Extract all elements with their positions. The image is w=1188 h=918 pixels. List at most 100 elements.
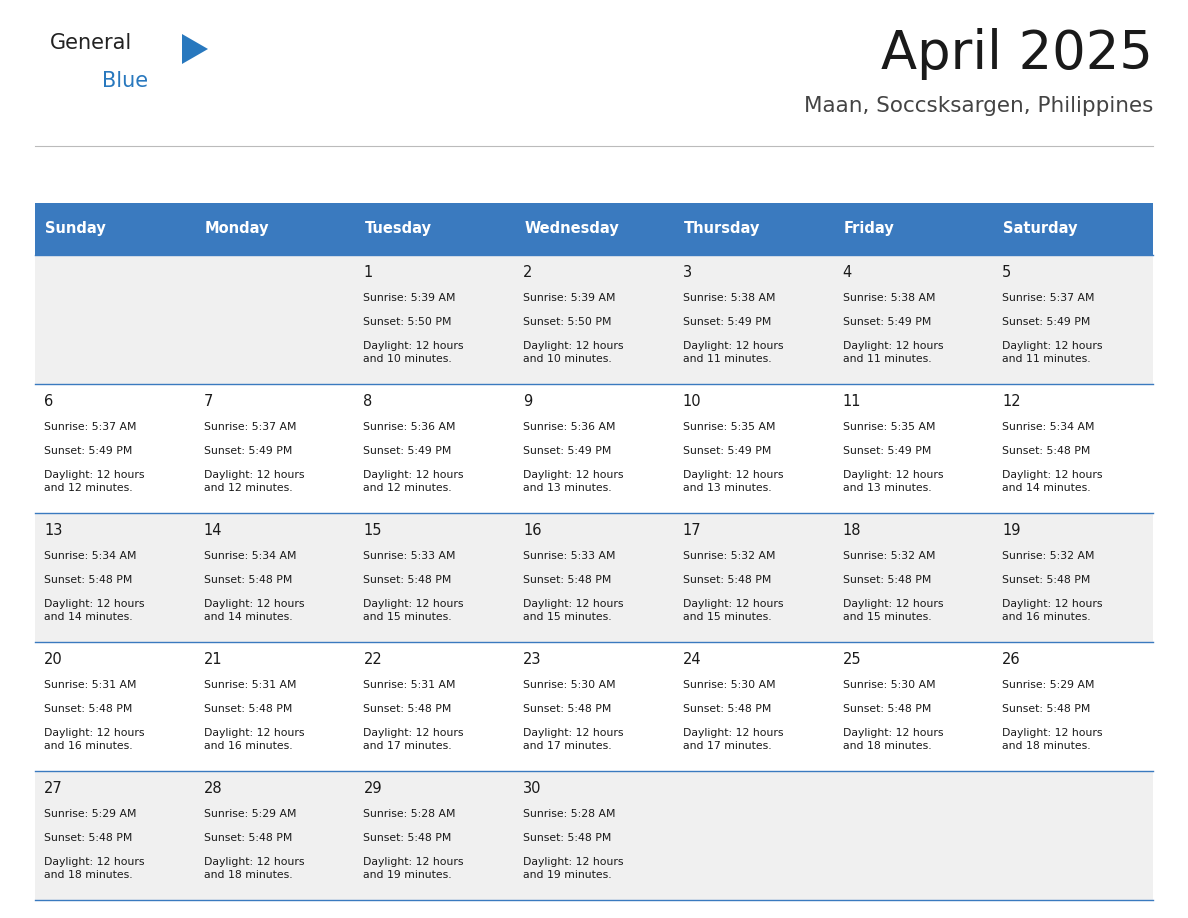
Text: Sunset: 5:49 PM: Sunset: 5:49 PM xyxy=(203,446,292,456)
Bar xyxy=(514,203,674,255)
Text: 4: 4 xyxy=(842,265,852,280)
Text: 21: 21 xyxy=(203,652,222,667)
Bar xyxy=(34,384,1154,513)
Text: 28: 28 xyxy=(203,781,222,796)
Text: Daylight: 12 hours
and 12 minutes.: Daylight: 12 hours and 12 minutes. xyxy=(44,470,145,493)
Bar xyxy=(834,203,993,255)
Text: 6: 6 xyxy=(44,394,53,409)
Text: Sunset: 5:48 PM: Sunset: 5:48 PM xyxy=(842,575,931,585)
Text: Sunrise: 5:31 AM: Sunrise: 5:31 AM xyxy=(44,680,137,690)
Text: Daylight: 12 hours
and 14 minutes.: Daylight: 12 hours and 14 minutes. xyxy=(44,599,145,621)
Text: 29: 29 xyxy=(364,781,383,796)
Bar xyxy=(34,771,1154,900)
Text: Daylight: 12 hours
and 14 minutes.: Daylight: 12 hours and 14 minutes. xyxy=(1003,470,1102,493)
Text: Daylight: 12 hours
and 18 minutes.: Daylight: 12 hours and 18 minutes. xyxy=(1003,728,1102,751)
Bar xyxy=(993,203,1154,255)
Text: Friday: Friday xyxy=(843,221,895,237)
Text: Daylight: 12 hours
and 12 minutes.: Daylight: 12 hours and 12 minutes. xyxy=(364,470,465,493)
Text: Sunrise: 5:32 AM: Sunrise: 5:32 AM xyxy=(1003,551,1095,561)
Text: 26: 26 xyxy=(1003,652,1020,667)
Text: Sunset: 5:48 PM: Sunset: 5:48 PM xyxy=(44,833,132,843)
Text: 5: 5 xyxy=(1003,265,1011,280)
Text: Sunrise: 5:35 AM: Sunrise: 5:35 AM xyxy=(842,422,935,432)
Text: Sunset: 5:48 PM: Sunset: 5:48 PM xyxy=(683,575,771,585)
Text: Sunset: 5:50 PM: Sunset: 5:50 PM xyxy=(523,317,612,327)
Text: Sunrise: 5:35 AM: Sunrise: 5:35 AM xyxy=(683,422,776,432)
Text: Sunset: 5:49 PM: Sunset: 5:49 PM xyxy=(523,446,612,456)
Text: Sunset: 5:49 PM: Sunset: 5:49 PM xyxy=(842,317,931,327)
Bar xyxy=(354,203,514,255)
Text: 20: 20 xyxy=(44,652,63,667)
Text: Sunset: 5:48 PM: Sunset: 5:48 PM xyxy=(203,833,292,843)
Text: Sunset: 5:49 PM: Sunset: 5:49 PM xyxy=(1003,317,1091,327)
Text: 18: 18 xyxy=(842,523,861,538)
Text: Sunrise: 5:36 AM: Sunrise: 5:36 AM xyxy=(364,422,456,432)
Text: Sunrise: 5:37 AM: Sunrise: 5:37 AM xyxy=(44,422,137,432)
Text: Sunrise: 5:30 AM: Sunrise: 5:30 AM xyxy=(842,680,935,690)
Text: Daylight: 12 hours
and 13 minutes.: Daylight: 12 hours and 13 minutes. xyxy=(683,470,783,493)
Text: Wednesday: Wednesday xyxy=(524,221,619,237)
Bar xyxy=(34,513,1154,642)
Text: Sunset: 5:48 PM: Sunset: 5:48 PM xyxy=(1003,704,1091,714)
Text: Sunrise: 5:30 AM: Sunrise: 5:30 AM xyxy=(523,680,615,690)
Text: Daylight: 12 hours
and 15 minutes.: Daylight: 12 hours and 15 minutes. xyxy=(842,599,943,621)
Text: Daylight: 12 hours
and 17 minutes.: Daylight: 12 hours and 17 minutes. xyxy=(683,728,783,751)
Text: General: General xyxy=(50,33,132,53)
Text: Sunrise: 5:36 AM: Sunrise: 5:36 AM xyxy=(523,422,615,432)
Text: 7: 7 xyxy=(203,394,213,409)
Text: April 2025: April 2025 xyxy=(881,28,1154,80)
Text: Daylight: 12 hours
and 11 minutes.: Daylight: 12 hours and 11 minutes. xyxy=(842,341,943,364)
Text: Sunrise: 5:28 AM: Sunrise: 5:28 AM xyxy=(364,809,456,819)
Text: Daylight: 12 hours
and 16 minutes.: Daylight: 12 hours and 16 minutes. xyxy=(203,728,304,751)
Text: Sunrise: 5:31 AM: Sunrise: 5:31 AM xyxy=(364,680,456,690)
Text: Daylight: 12 hours
and 13 minutes.: Daylight: 12 hours and 13 minutes. xyxy=(842,470,943,493)
Text: Daylight: 12 hours
and 17 minutes.: Daylight: 12 hours and 17 minutes. xyxy=(523,728,624,751)
Bar xyxy=(34,642,1154,771)
Text: 3: 3 xyxy=(683,265,691,280)
Text: Daylight: 12 hours
and 19 minutes.: Daylight: 12 hours and 19 minutes. xyxy=(364,857,465,879)
Text: 2: 2 xyxy=(523,265,532,280)
Text: Sunset: 5:48 PM: Sunset: 5:48 PM xyxy=(683,704,771,714)
Text: Sunset: 5:48 PM: Sunset: 5:48 PM xyxy=(364,575,451,585)
Bar xyxy=(195,203,354,255)
Text: Sunset: 5:48 PM: Sunset: 5:48 PM xyxy=(203,575,292,585)
Text: 10: 10 xyxy=(683,394,701,409)
Text: Sunrise: 5:28 AM: Sunrise: 5:28 AM xyxy=(523,809,615,819)
Polygon shape xyxy=(182,34,208,64)
Text: Daylight: 12 hours
and 10 minutes.: Daylight: 12 hours and 10 minutes. xyxy=(364,341,465,364)
Text: Sunrise: 5:29 AM: Sunrise: 5:29 AM xyxy=(1003,680,1095,690)
Text: Daylight: 12 hours
and 18 minutes.: Daylight: 12 hours and 18 minutes. xyxy=(203,857,304,879)
Text: Sunset: 5:48 PM: Sunset: 5:48 PM xyxy=(523,833,612,843)
Text: Daylight: 12 hours
and 15 minutes.: Daylight: 12 hours and 15 minutes. xyxy=(364,599,465,621)
Text: Sunset: 5:48 PM: Sunset: 5:48 PM xyxy=(1003,575,1091,585)
Text: Maan, Soccsksargen, Philippines: Maan, Soccsksargen, Philippines xyxy=(803,96,1154,116)
Text: Daylight: 12 hours
and 10 minutes.: Daylight: 12 hours and 10 minutes. xyxy=(523,341,624,364)
Text: Daylight: 12 hours
and 16 minutes.: Daylight: 12 hours and 16 minutes. xyxy=(44,728,145,751)
Text: Sunrise: 5:30 AM: Sunrise: 5:30 AM xyxy=(683,680,776,690)
Text: Daylight: 12 hours
and 15 minutes.: Daylight: 12 hours and 15 minutes. xyxy=(523,599,624,621)
Text: Sunrise: 5:38 AM: Sunrise: 5:38 AM xyxy=(842,293,935,303)
Text: Sunset: 5:50 PM: Sunset: 5:50 PM xyxy=(364,317,451,327)
Text: 1: 1 xyxy=(364,265,373,280)
Text: 27: 27 xyxy=(44,781,63,796)
Text: Sunrise: 5:32 AM: Sunrise: 5:32 AM xyxy=(683,551,776,561)
Text: Daylight: 12 hours
and 11 minutes.: Daylight: 12 hours and 11 minutes. xyxy=(1003,341,1102,364)
Text: Daylight: 12 hours
and 16 minutes.: Daylight: 12 hours and 16 minutes. xyxy=(1003,599,1102,621)
Text: 25: 25 xyxy=(842,652,861,667)
Text: Sunrise: 5:33 AM: Sunrise: 5:33 AM xyxy=(364,551,456,561)
Text: 15: 15 xyxy=(364,523,381,538)
Text: Sunset: 5:49 PM: Sunset: 5:49 PM xyxy=(364,446,451,456)
Text: Daylight: 12 hours
and 19 minutes.: Daylight: 12 hours and 19 minutes. xyxy=(523,857,624,879)
Text: 17: 17 xyxy=(683,523,701,538)
Text: Sunset: 5:48 PM: Sunset: 5:48 PM xyxy=(364,833,451,843)
Text: Daylight: 12 hours
and 18 minutes.: Daylight: 12 hours and 18 minutes. xyxy=(44,857,145,879)
Text: Tuesday: Tuesday xyxy=(365,221,431,237)
Text: Daylight: 12 hours
and 14 minutes.: Daylight: 12 hours and 14 minutes. xyxy=(203,599,304,621)
Text: 9: 9 xyxy=(523,394,532,409)
Text: Daylight: 12 hours
and 11 minutes.: Daylight: 12 hours and 11 minutes. xyxy=(683,341,783,364)
Text: Sunrise: 5:34 AM: Sunrise: 5:34 AM xyxy=(44,551,137,561)
Text: 8: 8 xyxy=(364,394,373,409)
Text: Sunset: 5:49 PM: Sunset: 5:49 PM xyxy=(683,317,771,327)
Text: Sunrise: 5:33 AM: Sunrise: 5:33 AM xyxy=(523,551,615,561)
Text: 13: 13 xyxy=(44,523,63,538)
